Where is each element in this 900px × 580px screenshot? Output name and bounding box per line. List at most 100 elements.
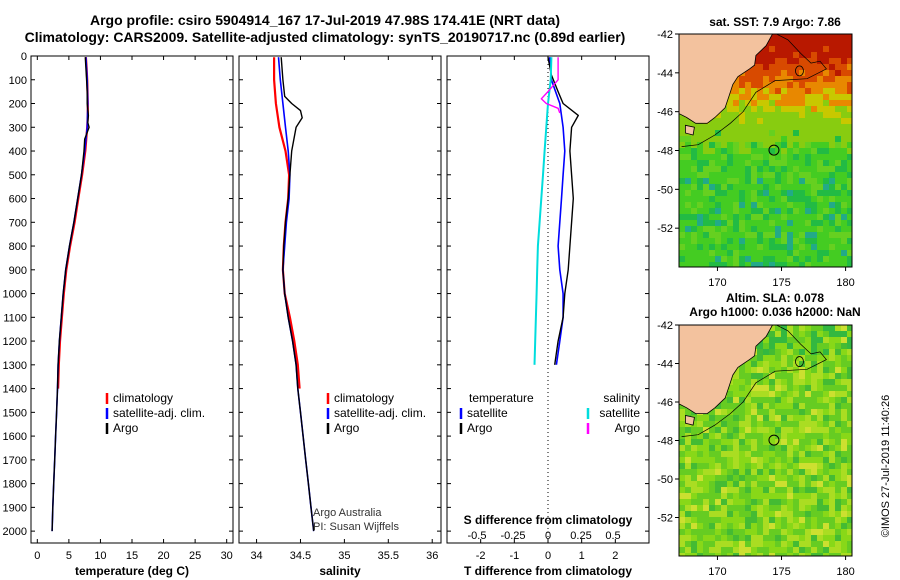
map-cell <box>745 238 752 245</box>
map-cell <box>847 64 852 71</box>
map-cell <box>829 469 836 476</box>
map-cell <box>841 232 848 239</box>
map-cell <box>775 34 782 41</box>
map-cell <box>691 196 698 203</box>
top-x-tick-label: 0 <box>545 530 551 542</box>
map-cell <box>793 451 800 458</box>
map-cell <box>829 202 836 209</box>
map-cell <box>841 226 848 233</box>
map-cell <box>751 451 758 458</box>
map-cell <box>733 421 740 428</box>
map-cell <box>823 469 830 476</box>
map-cell <box>697 439 704 446</box>
y-tick-label: -48 <box>657 436 673 448</box>
map-cell <box>739 154 746 161</box>
map-cell <box>847 94 852 101</box>
map-cell <box>835 190 842 197</box>
map-cell <box>775 517 782 524</box>
map-cell <box>769 64 776 71</box>
map-cell <box>679 220 686 227</box>
map-cell <box>787 373 794 380</box>
map-cell <box>811 226 818 233</box>
map-cell <box>679 208 686 215</box>
map-cell <box>799 232 806 239</box>
map-cell <box>757 457 764 464</box>
map-cell <box>739 130 746 137</box>
map-cell <box>781 475 788 482</box>
map-cell <box>763 349 770 356</box>
map-cell <box>775 421 782 428</box>
map-cell <box>841 34 848 41</box>
map-cell <box>841 214 848 221</box>
map-cell <box>817 46 824 53</box>
map-cell <box>793 154 800 161</box>
map-cell <box>793 493 800 500</box>
map-cell <box>727 184 734 191</box>
map-cell <box>739 445 746 452</box>
map-cell <box>763 238 770 245</box>
map-cell <box>793 220 800 227</box>
map-cell <box>781 256 788 263</box>
map-cell <box>757 196 764 203</box>
map-cell <box>811 535 818 542</box>
map-cell <box>703 172 710 179</box>
map-cell <box>763 154 770 161</box>
map-cell <box>715 148 722 155</box>
map-cell <box>835 349 842 356</box>
map-cell <box>817 238 824 245</box>
map-cell <box>685 547 692 554</box>
map-cell <box>769 100 776 107</box>
map-cell <box>697 220 704 227</box>
map-cell <box>793 262 800 267</box>
map-cell <box>775 88 782 95</box>
map-cell <box>745 517 752 524</box>
map-cell <box>823 547 830 554</box>
chart-title-line-1: Argo profile: csiro 5904914_167 17-Jul-2… <box>89 12 560 28</box>
map-cell <box>775 184 782 191</box>
map-cell <box>769 481 776 488</box>
map-cell <box>805 451 812 458</box>
map-cell <box>811 469 818 476</box>
map-cell <box>679 421 686 428</box>
map-cell <box>787 172 794 179</box>
map-cell <box>709 445 716 452</box>
legend-label: satellite-adj. clim. <box>113 406 205 420</box>
map-cell <box>685 256 692 263</box>
map-cell <box>745 487 752 494</box>
map-cell <box>847 535 852 542</box>
map-cell <box>739 196 746 203</box>
map-cell <box>781 166 788 173</box>
map-cell <box>793 58 800 65</box>
map-cell <box>829 517 836 524</box>
map-cell <box>823 517 830 524</box>
map-cell <box>739 511 746 518</box>
map-cell <box>817 433 824 440</box>
map-cell <box>739 262 746 267</box>
map-cell <box>817 361 824 368</box>
map-cell <box>697 178 704 185</box>
map-cell <box>697 517 704 524</box>
map-cell <box>703 208 710 215</box>
map-cell <box>703 481 710 488</box>
map-cell <box>847 493 852 500</box>
map-cell <box>769 58 776 65</box>
map-cell <box>769 52 776 59</box>
map-cell <box>835 46 842 53</box>
map-cell <box>805 154 812 161</box>
map-cell <box>697 136 704 143</box>
map-cell <box>823 88 830 95</box>
map-cell <box>829 106 836 113</box>
map-cell <box>805 244 812 251</box>
island <box>685 124 695 136</box>
map-cell <box>829 421 836 428</box>
map-cell <box>685 196 692 203</box>
map-cell <box>781 70 788 77</box>
map-cell <box>733 379 740 386</box>
map-cell <box>769 499 776 506</box>
map-cell <box>733 190 740 197</box>
map-cell <box>727 469 734 476</box>
map-cell <box>823 142 830 149</box>
map-cell <box>835 256 842 263</box>
map-cell <box>811 391 818 398</box>
